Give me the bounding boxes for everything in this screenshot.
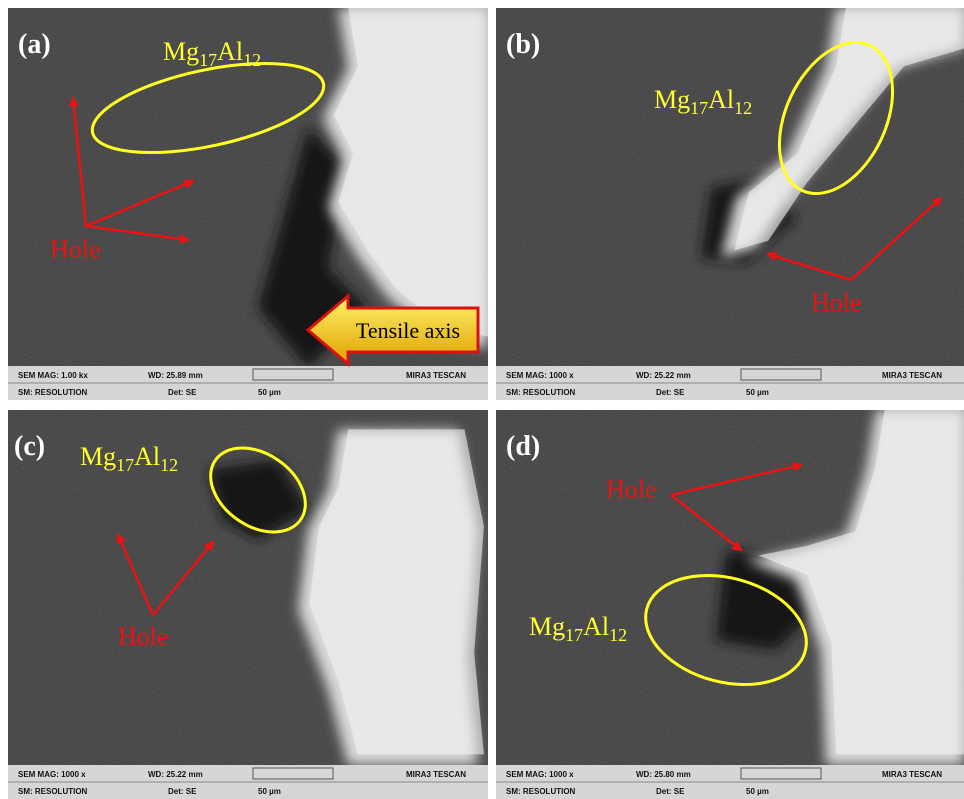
phase-subscript: 12 bbox=[160, 455, 178, 475]
info-det: Det: SE bbox=[168, 388, 197, 397]
phase-subscript: 12 bbox=[734, 98, 752, 118]
info-wd: WD: 25.22 mm bbox=[636, 371, 691, 380]
info-brand: MIRA3 TESCAN bbox=[406, 371, 466, 380]
figure: SEM MAG: 1.00 kx WD: 25.89 mm MIRA3 TESCAN… bbox=[0, 0, 964, 799]
info-scale: 50 µm bbox=[746, 388, 769, 397]
info-brand: MIRA3 TESCAN bbox=[406, 770, 466, 779]
info-det: Det: SE bbox=[656, 388, 685, 397]
panel-label: (a) bbox=[18, 29, 51, 60]
panel-label: (d) bbox=[506, 431, 540, 462]
phase-subscript: 12 bbox=[243, 50, 261, 70]
info-mode: SM: RESOLUTION bbox=[506, 787, 576, 796]
phase-element: Mg bbox=[80, 442, 116, 471]
hole-label: Hole bbox=[606, 475, 657, 504]
panel-label: (c) bbox=[14, 431, 45, 462]
info-det: Det: SE bbox=[168, 787, 197, 796]
info-scale: 50 µm bbox=[258, 787, 281, 796]
phase-element: Al bbox=[583, 612, 609, 641]
tensile-label: Tensile axis bbox=[356, 318, 460, 343]
info-brand: MIRA3 TESCAN bbox=[882, 371, 942, 380]
info-scale: 50 µm bbox=[258, 388, 281, 397]
phase-element: Al bbox=[708, 85, 734, 114]
hole-label: Hole bbox=[118, 622, 169, 651]
info-mag: SEM MAG: 1.00 kx bbox=[18, 371, 88, 380]
phase-element: Mg bbox=[163, 37, 199, 66]
info-wd: WD: 25.89 mm bbox=[148, 371, 203, 380]
phase-subscript: 17 bbox=[565, 625, 583, 645]
phase-subscript: 17 bbox=[199, 50, 217, 70]
info-det: Det: SE bbox=[656, 787, 685, 796]
panel: SEM MAG: 1.00 kx WD: 25.89 mm MIRA3 TESCAN… bbox=[8, 8, 494, 400]
phase-element: Al bbox=[217, 37, 243, 66]
info-brand: MIRA3 TESCAN bbox=[882, 770, 942, 779]
panel-label: (b) bbox=[506, 29, 540, 60]
phase-element: Al bbox=[134, 442, 160, 471]
sem-image: SEM MAG: 1000 x WD: 25.80 mm MIRA3 TESCAN S… bbox=[496, 410, 964, 799]
info-mag: SEM MAG: 1000 x bbox=[506, 371, 574, 380]
hole-label: Hole bbox=[50, 235, 101, 264]
phase-subscript: 12 bbox=[609, 625, 627, 645]
info-mode: SM: RESOLUTION bbox=[18, 388, 88, 397]
info-scale: 50 µm bbox=[746, 787, 769, 796]
hole-label: Hole bbox=[811, 288, 862, 317]
info-mag: SEM MAG: 1000 x bbox=[18, 770, 86, 779]
panel: SEM MAG: 1000 x WD: 25.22 mm MIRA3 TESCAN S… bbox=[496, 8, 964, 400]
info-wd: WD: 25.22 mm bbox=[148, 770, 203, 779]
info-mode: SM: RESOLUTION bbox=[18, 787, 88, 796]
phase-subscript: 17 bbox=[116, 455, 134, 475]
panel: SEM MAG: 1000 x WD: 25.22 mm MIRA3 TESCAN S… bbox=[8, 410, 488, 799]
panel: SEM MAG: 1000 x WD: 25.80 mm MIRA3 TESCAN S… bbox=[496, 410, 964, 799]
info-mode: SM: RESOLUTION bbox=[506, 388, 576, 397]
info-wd: WD: 25.80 mm bbox=[636, 770, 691, 779]
sem-image: SEM MAG: 1000 x WD: 25.22 mm MIRA3 TESCAN S… bbox=[496, 8, 964, 400]
info-mag: SEM MAG: 1000 x bbox=[506, 770, 574, 779]
phase-element: Mg bbox=[654, 85, 690, 114]
phase-subscript: 17 bbox=[690, 98, 708, 118]
phase-element: Mg bbox=[529, 612, 565, 641]
